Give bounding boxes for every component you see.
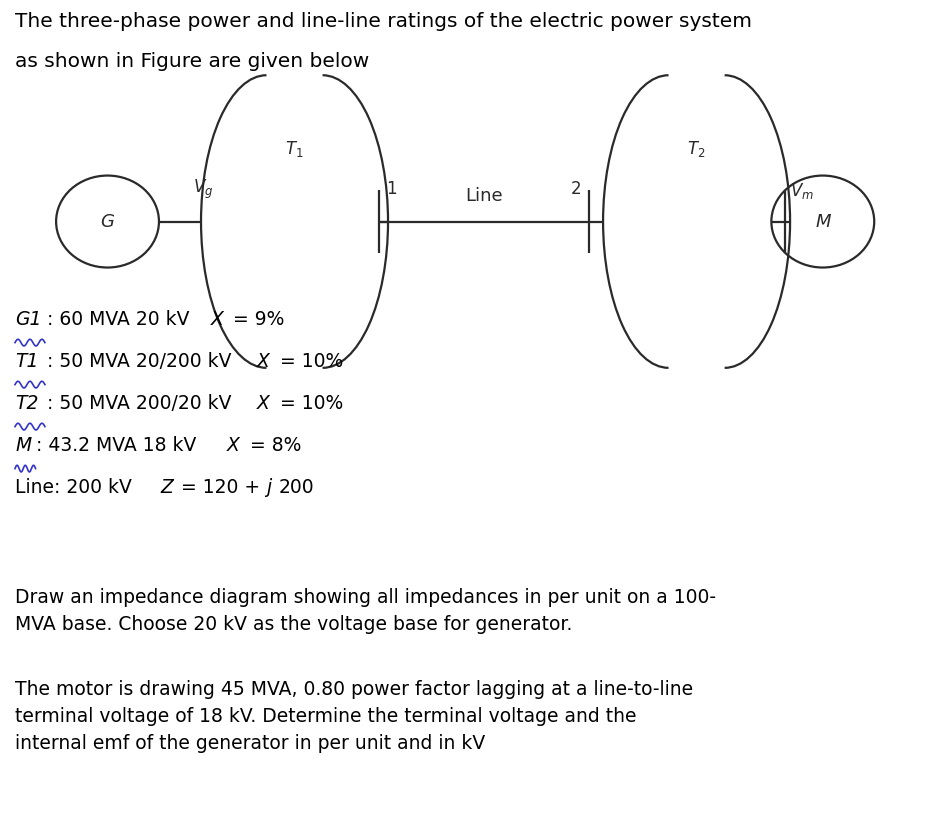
Text: T1: T1 [15, 352, 38, 371]
Text: Draw an impedance diagram showing all impedances in per unit on a 100-
MVA base.: Draw an impedance diagram showing all im… [15, 588, 716, 635]
Text: 2: 2 [571, 180, 582, 198]
Text: : 50 MVA 20/200 kV: : 50 MVA 20/200 kV [47, 352, 237, 371]
Text: $V_m$: $V_m$ [790, 181, 814, 201]
Text: j: j [266, 478, 272, 497]
Text: M: M [15, 436, 31, 455]
Text: = 120 +: = 120 + [175, 478, 266, 497]
Text: Line: 200 kV: Line: 200 kV [15, 478, 137, 497]
Text: : 60 MVA 20 kV: : 60 MVA 20 kV [47, 310, 195, 329]
Text: 1: 1 [386, 180, 396, 198]
Text: The motor is drawing 45 MVA, 0.80 power factor lagging at a line-to-line
termina: The motor is drawing 45 MVA, 0.80 power … [15, 680, 693, 753]
Text: = 9%: = 9% [227, 310, 284, 329]
Text: Z: Z [160, 478, 173, 497]
Text: Line: Line [465, 186, 503, 205]
Text: X: X [227, 436, 240, 455]
Text: The three-phase power and line-line ratings of the electric power system: The three-phase power and line-line rati… [15, 12, 752, 31]
Text: X: X [257, 352, 270, 371]
Text: = 8%: = 8% [244, 436, 301, 455]
Text: X: X [257, 394, 270, 413]
Text: $T_2$: $T_2$ [687, 139, 706, 159]
Text: = 10%: = 10% [274, 352, 343, 371]
Text: G: G [101, 212, 114, 231]
Text: $V_g$: $V_g$ [194, 177, 213, 201]
Text: T2: T2 [15, 394, 38, 413]
Text: M: M [815, 212, 830, 231]
Text: as shown in Figure are given below: as shown in Figure are given below [15, 52, 369, 71]
Text: : 43.2 MVA 18 kV: : 43.2 MVA 18 kV [36, 436, 202, 455]
Text: 200: 200 [279, 478, 314, 497]
Text: G1: G1 [15, 310, 41, 329]
Text: $T_1$: $T_1$ [285, 139, 304, 159]
Text: X: X [210, 310, 223, 329]
Text: : 50 MVA 200/20 kV: : 50 MVA 200/20 kV [47, 394, 237, 413]
Text: = 10%: = 10% [274, 394, 343, 413]
